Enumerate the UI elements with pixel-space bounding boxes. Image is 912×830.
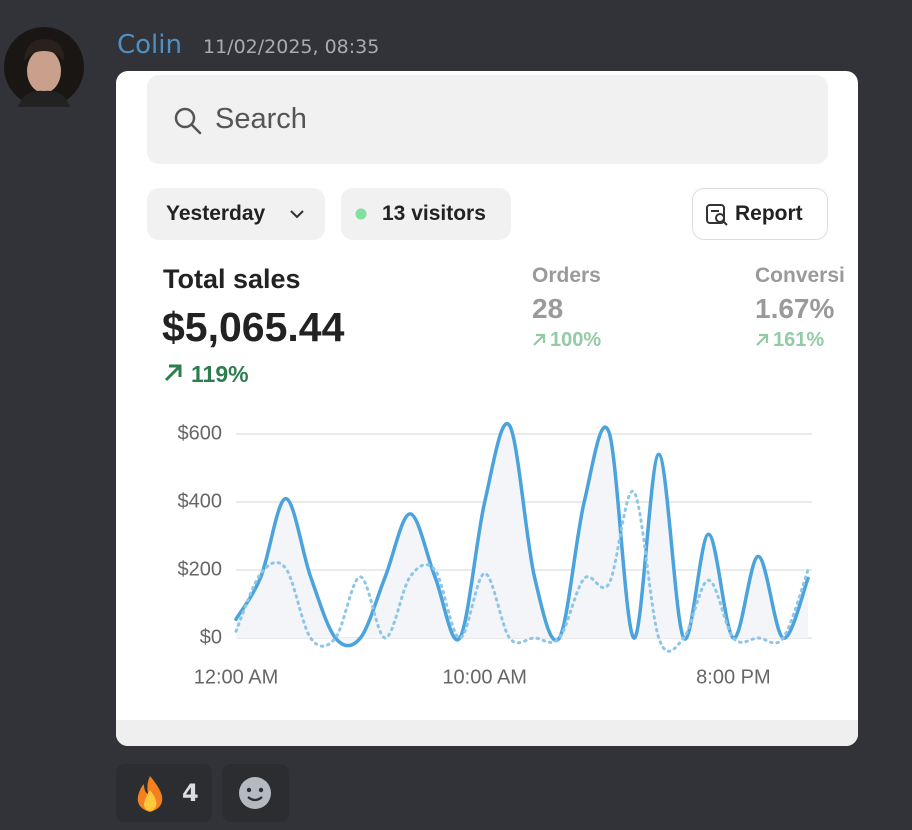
sales-chart: $0 $200 $400 $600 12:00 AM 10:00 AM 8:00 PM	[178, 421, 812, 688]
metric-change: 100%	[550, 329, 602, 351]
search-icon	[174, 107, 202, 135]
embed-image[interactable]: Search Yesterday 13 visitors Report Tota…	[116, 71, 858, 746]
visitors-chip: 13 visitors	[341, 188, 511, 240]
live-dot	[355, 208, 367, 220]
total-sales-change: 119%	[191, 361, 249, 387]
search-bar: Search	[147, 75, 828, 164]
metric-label: Orders	[532, 264, 601, 287]
metric-value: 28	[532, 293, 564, 324]
total-sales-value: $5,065.44	[162, 304, 345, 350]
timestamp: 11/02/2025, 08:35	[203, 36, 380, 58]
image-bottom	[116, 720, 858, 746]
fire-emoji	[137, 776, 163, 812]
metric-value: 1.67%	[755, 293, 835, 324]
smile-icon	[239, 777, 271, 809]
author[interactable]: Colin	[117, 30, 182, 60]
y-tick-label: $600	[178, 422, 223, 444]
total-sales-label: Total sales	[163, 264, 301, 294]
date-label: Yesterday	[166, 202, 266, 225]
report-icon	[706, 204, 728, 226]
metric-label: Conversi	[755, 264, 845, 287]
up-arrow	[756, 333, 769, 346]
visitors-label: 13 visitors	[382, 202, 486, 225]
y-tick-label: $200	[178, 558, 223, 580]
reaction[interactable]: 4	[116, 764, 212, 822]
metric-change: 161%	[773, 329, 825, 351]
x-tick-label: 10:00 AM	[442, 666, 527, 688]
line	[234, 421, 810, 648]
avatar[interactable]	[4, 27, 84, 107]
report-button: Report	[692, 188, 828, 240]
chevron	[290, 210, 304, 219]
x-tick-label: 8:00 PM	[696, 666, 770, 688]
search-placeholder: Search	[215, 103, 307, 135]
add-reaction[interactable]	[222, 764, 289, 822]
up-arrow	[164, 364, 182, 382]
comparison-line	[234, 490, 810, 653]
y-tick-label: $0	[200, 626, 222, 648]
x-tick-label: 12:00 AM	[194, 666, 279, 688]
reaction-count: 4	[182, 779, 199, 807]
date-filter: Yesterday	[147, 188, 325, 240]
report-label: Report	[735, 202, 803, 225]
up-arrow	[533, 333, 546, 346]
area	[236, 423, 808, 646]
y-tick-label: $400	[178, 490, 223, 512]
